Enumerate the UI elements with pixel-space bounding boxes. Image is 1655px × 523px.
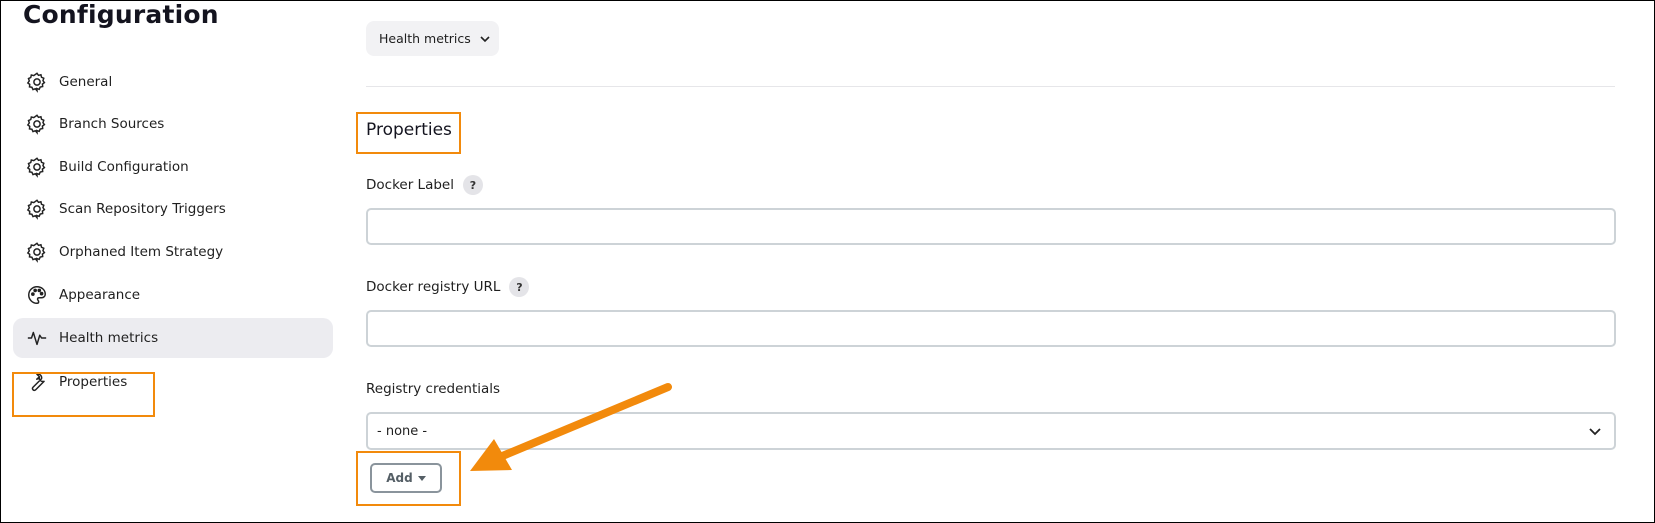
add-credentials-button[interactable]: Add xyxy=(370,463,442,493)
registry-credentials-select[interactable]: - none - xyxy=(366,412,1616,450)
add-button-label: Add xyxy=(386,471,413,485)
help-icon[interactable]: ? xyxy=(509,277,530,297)
gear-icon xyxy=(26,71,48,93)
sidebar-item-health-metrics[interactable]: Health metrics xyxy=(13,318,333,358)
sidebar-item-appearance[interactable]: Appearance xyxy=(13,275,333,315)
docker-label-input[interactable] xyxy=(366,208,1616,245)
palette-icon xyxy=(26,284,48,306)
wrench-icon xyxy=(26,371,48,393)
sidebar-item-branch-sources[interactable]: Branch Sources xyxy=(13,104,333,144)
section-dropdown-label: Health metrics xyxy=(379,31,471,46)
pulse-icon xyxy=(26,327,48,349)
sidebar-item-label: Orphaned Item Strategy xyxy=(59,244,224,260)
sidebar-item-label: Health metrics xyxy=(59,330,159,346)
gear-icon xyxy=(26,241,48,263)
registry-credentials-label: Registry credentials xyxy=(366,381,501,397)
sidebar-item-label: Properties xyxy=(59,374,128,390)
gear-icon xyxy=(26,113,48,135)
sidebar-item-orphaned-item-strategy[interactable]: Orphaned Item Strategy xyxy=(13,232,333,272)
docker-registry-url-label: Docker registry URL ? xyxy=(366,277,530,297)
section-dropdown-button[interactable]: Health metrics xyxy=(366,21,499,56)
page-title: Configuration xyxy=(23,0,219,29)
sidebar-item-scan-repository-triggers[interactable]: Scan Repository Triggers xyxy=(13,189,333,229)
chevron-down-icon xyxy=(1589,428,1601,436)
docker-label-text: Docker Label xyxy=(366,177,454,193)
properties-title: Properties xyxy=(366,120,452,140)
sidebar-item-label: Build Configuration xyxy=(59,159,189,175)
registry-credentials-selected: - none - xyxy=(377,423,428,439)
sidebar-item-label: Scan Repository Triggers xyxy=(59,201,226,217)
sidebar-item-label: General xyxy=(59,74,113,90)
sidebar-item-build-configuration[interactable]: Build Configuration xyxy=(13,147,333,187)
sidebar-item-properties[interactable]: Properties xyxy=(13,362,333,402)
caret-down-icon xyxy=(417,475,426,481)
sidebar-item-label: Appearance xyxy=(59,287,141,303)
help-icon[interactable]: ? xyxy=(462,175,483,195)
sidebar-item-general[interactable]: General xyxy=(13,62,333,102)
gear-icon xyxy=(26,198,48,220)
docker-label-label: Docker Label ? xyxy=(366,175,483,195)
chevron-down-icon xyxy=(480,35,490,42)
sidebar-item-label: Branch Sources xyxy=(59,116,165,132)
gear-icon xyxy=(26,156,48,178)
docker-registry-url-input[interactable] xyxy=(366,310,1616,347)
divider xyxy=(366,86,1615,87)
docker-registry-url-text: Docker registry URL xyxy=(366,279,501,295)
